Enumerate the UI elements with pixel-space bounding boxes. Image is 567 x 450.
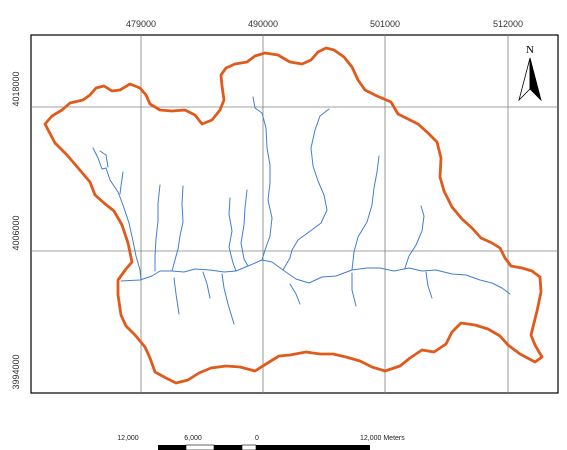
tributary	[252, 96, 273, 261]
y-tick-label: 4006000	[11, 215, 21, 250]
tributary	[221, 273, 235, 325]
tributary	[228, 197, 237, 272]
tributary	[202, 271, 211, 299]
tributary	[240, 189, 249, 267]
tributary	[119, 171, 124, 195]
y-tick-label: 3994000	[11, 354, 21, 389]
north-arrow-right-half	[529, 57, 542, 102]
scale-label-zero: 0	[255, 435, 259, 442]
north-arrow: N	[518, 44, 542, 102]
map-frame	[30, 34, 559, 394]
tributary	[404, 205, 425, 269]
tributary	[282, 108, 330, 271]
scale-bar: 12,000 6,000 0 12,000 Meters	[117, 435, 405, 450]
scale-label-left: 12,000	[117, 435, 139, 442]
tributary	[351, 155, 380, 271]
tributary	[351, 272, 357, 307]
scale-bar-segment	[256, 445, 370, 450]
tributary	[92, 147, 142, 281]
x-tick-label: 479000	[126, 19, 156, 29]
graticule	[31, 35, 558, 393]
scale-bar-segment	[185, 444, 215, 450]
tributary	[425, 271, 433, 299]
tributary	[289, 283, 301, 305]
x-tick-label: 490000	[248, 19, 278, 29]
tributary	[99, 150, 109, 168]
scale-label-right: 12,000 Meters	[360, 435, 405, 442]
scale-bar-segment	[214, 445, 242, 450]
x-tick-label: 501000	[370, 19, 400, 29]
y-tick-label: 4018000	[11, 71, 21, 106]
scale-bar-segment	[241, 444, 257, 450]
tributary	[154, 184, 161, 272]
north-arrow-label: N	[526, 44, 534, 56]
x-tick-label: 512000	[493, 19, 523, 29]
scale-bar-segment	[158, 445, 186, 450]
scale-label-mid: 6,000	[184, 435, 202, 442]
stream-network	[92, 96, 511, 325]
watershed-boundary	[43, 46, 544, 385]
tributary	[173, 277, 180, 315]
main-stream	[120, 259, 511, 295]
tributary	[171, 185, 184, 272]
